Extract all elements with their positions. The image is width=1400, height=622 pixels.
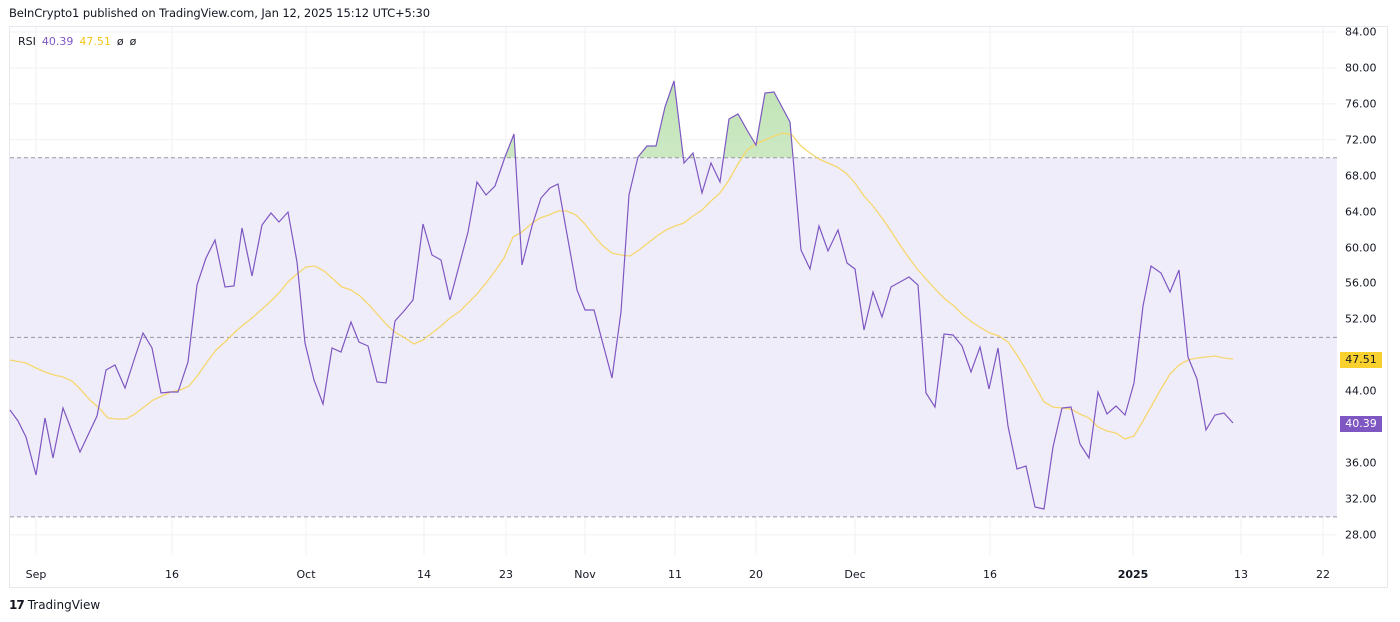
time-axis-label: 16 bbox=[983, 568, 997, 581]
price-axis-label: 56.00 bbox=[1345, 276, 1377, 290]
price-axis-label: 84.00 bbox=[1345, 25, 1377, 39]
time-axis-label: 2025 bbox=[1117, 568, 1149, 581]
rsi-value-badge: 40.39 bbox=[1340, 415, 1382, 432]
legend-na-value-2: ø bbox=[129, 35, 137, 48]
legend-rsi-value: 40.39 bbox=[41, 35, 74, 48]
tradingview-footer[interactable]: 17 TradingView bbox=[9, 598, 100, 612]
time-axis-label: Sep bbox=[25, 568, 47, 581]
price-axis-label: 32.00 bbox=[1345, 492, 1377, 506]
indicator-legend[interactable]: RSI 40.39 47.51 ø ø bbox=[18, 35, 136, 48]
price-axis-label: 64.00 bbox=[1345, 205, 1377, 219]
price-axis-label: 44.00 bbox=[1345, 384, 1377, 398]
rsi-line bbox=[9, 80, 1234, 510]
time-axis-label: 16 bbox=[165, 568, 179, 581]
ma-value-badge: 47.51 bbox=[1340, 351, 1382, 368]
time-axis-label: 13 bbox=[1234, 568, 1248, 581]
time-axis-label: 22 bbox=[1316, 568, 1330, 581]
tradingview-logo-icon: 17 bbox=[9, 598, 25, 612]
time-axis-label: Dec bbox=[844, 568, 866, 581]
tradingview-brand: TradingView bbox=[27, 598, 101, 612]
price-axis-label: 72.00 bbox=[1345, 133, 1377, 147]
rsi-band-background bbox=[10, 157, 1337, 517]
time-axis-label: 14 bbox=[417, 568, 431, 581]
price-axis-label: 80.00 bbox=[1345, 61, 1377, 75]
publish-info: BeInCrypto1 published on TradingView.com… bbox=[9, 6, 430, 20]
time-axis-label: 23 bbox=[499, 568, 513, 581]
time-axis-label: 20 bbox=[749, 568, 763, 581]
time-axis-label: Oct bbox=[296, 568, 316, 581]
chart-frame[interactable] bbox=[9, 26, 1388, 588]
legend-indicator-name[interactable]: RSI bbox=[18, 35, 36, 48]
time-axis-label: 11 bbox=[668, 568, 682, 581]
price-axis-label: 68.00 bbox=[1345, 169, 1377, 183]
price-axis-label: 36.00 bbox=[1345, 456, 1377, 470]
time-axis-label: Nov bbox=[574, 568, 596, 581]
price-axis-label: 76.00 bbox=[1345, 97, 1377, 111]
legend-ma-value: 47.51 bbox=[79, 35, 111, 48]
price-axis-label: 28.00 bbox=[1345, 528, 1377, 542]
legend-na-value-1: ø bbox=[116, 35, 124, 48]
rsi-ma-line bbox=[9, 132, 1234, 440]
price-axis-label: 60.00 bbox=[1345, 241, 1377, 255]
price-axis-label: 52.00 bbox=[1345, 312, 1377, 326]
